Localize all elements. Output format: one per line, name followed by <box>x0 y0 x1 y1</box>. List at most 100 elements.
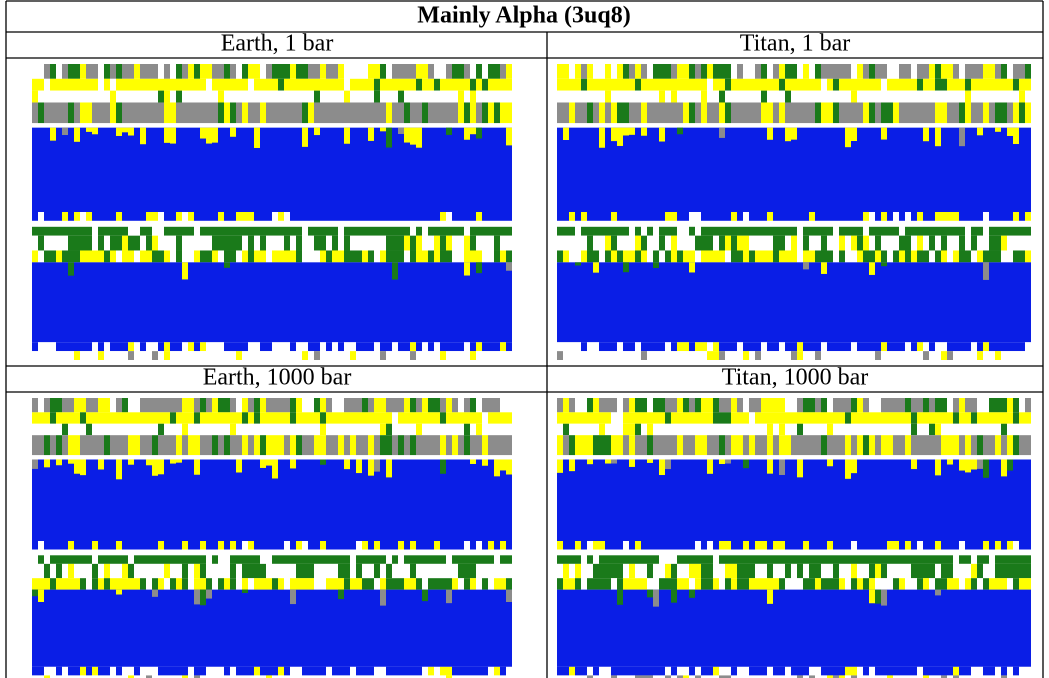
map-cell <box>314 64 320 79</box>
map-cell <box>506 459 512 474</box>
map-cell <box>695 102 701 123</box>
map-cell <box>452 564 458 578</box>
map-cell <box>659 555 665 564</box>
map-cell <box>1019 351 1025 360</box>
map-cell <box>911 578 917 589</box>
map-cell <box>635 227 641 236</box>
map-cell <box>761 398 767 412</box>
map-cell <box>761 236 767 251</box>
map-cell <box>881 412 887 423</box>
map-cell <box>1001 667 1007 676</box>
map-cell <box>116 667 122 676</box>
map-cell <box>200 412 206 423</box>
map-cell <box>278 342 284 351</box>
map-cell <box>410 435 416 455</box>
map-cell <box>260 550 266 556</box>
map-cell <box>212 578 218 589</box>
map-cell <box>767 64 773 79</box>
map-cell <box>605 667 611 676</box>
map-cell <box>140 128 146 145</box>
map-cell <box>158 455 164 459</box>
map-cell <box>278 667 284 676</box>
map-cell <box>833 541 839 550</box>
map-cell <box>218 667 224 676</box>
map-cell <box>731 564 737 578</box>
map-cell <box>338 590 344 599</box>
map-cell <box>725 435 731 455</box>
map-cell <box>965 541 971 550</box>
map-cell <box>368 342 374 351</box>
map-cell <box>857 412 863 423</box>
map-cell <box>128 555 134 564</box>
map-cell <box>959 123 965 127</box>
map-cell <box>971 250 977 262</box>
map-cell <box>1007 564 1013 578</box>
map-cell <box>416 123 422 127</box>
map-cell <box>254 221 260 227</box>
map-cell <box>314 102 320 123</box>
map-cell <box>422 91 428 103</box>
map-cell <box>563 667 569 676</box>
map-cell <box>959 128 965 147</box>
map-cell <box>500 91 506 103</box>
map-cell <box>44 212 50 221</box>
map-cell <box>839 424 845 435</box>
map-cell <box>230 541 236 550</box>
map-cell <box>563 102 569 123</box>
map-cell <box>791 412 797 423</box>
map-cell <box>38 455 44 459</box>
map-cell <box>977 541 983 550</box>
map-cell <box>428 564 434 578</box>
map-cell <box>182 91 188 103</box>
map-cell <box>344 555 350 564</box>
map-cell <box>623 564 629 578</box>
map-cell <box>779 398 785 412</box>
map-cell <box>272 236 278 251</box>
map-cell <box>797 455 803 459</box>
map-cell <box>851 91 857 103</box>
map-cell <box>104 424 110 435</box>
map-cell <box>398 351 404 360</box>
map-cell <box>941 212 947 221</box>
map-cell <box>272 250 278 262</box>
map-cell <box>971 79 977 91</box>
map-cell <box>116 455 122 459</box>
map-cell <box>386 564 392 578</box>
map-cell <box>695 435 701 455</box>
map-cell <box>272 398 278 412</box>
map-cell <box>605 79 611 91</box>
map-cell <box>995 398 1001 412</box>
map-cell <box>386 578 392 589</box>
map-cell <box>875 102 881 123</box>
map-cell <box>470 123 476 127</box>
map-cell <box>110 212 116 221</box>
map-cell <box>893 351 899 360</box>
map-cell <box>647 667 653 676</box>
map-cell <box>458 435 464 455</box>
map-cell <box>200 424 206 435</box>
map-cell <box>134 578 140 589</box>
map-cell <box>587 578 593 589</box>
map-cell <box>1025 555 1031 564</box>
map-cell <box>575 578 581 589</box>
map-cell <box>581 64 587 79</box>
map-cell <box>350 564 356 578</box>
map-cell <box>725 351 731 360</box>
map-cell <box>701 541 707 550</box>
map-cell <box>98 123 104 127</box>
map-cell <box>488 342 494 351</box>
map-cell <box>893 550 899 556</box>
map-cell <box>827 541 833 550</box>
map-cell <box>725 667 731 676</box>
map-cell <box>707 459 713 473</box>
map-cell <box>194 412 200 423</box>
map-cell <box>635 212 641 221</box>
map-cell <box>911 555 917 564</box>
map-cell <box>977 236 983 251</box>
map-cell <box>899 227 905 236</box>
map-cell <box>428 550 434 556</box>
map-cell <box>356 424 362 435</box>
map-cell <box>242 424 248 435</box>
map-cell <box>611 221 617 227</box>
map-cell <box>338 227 344 236</box>
